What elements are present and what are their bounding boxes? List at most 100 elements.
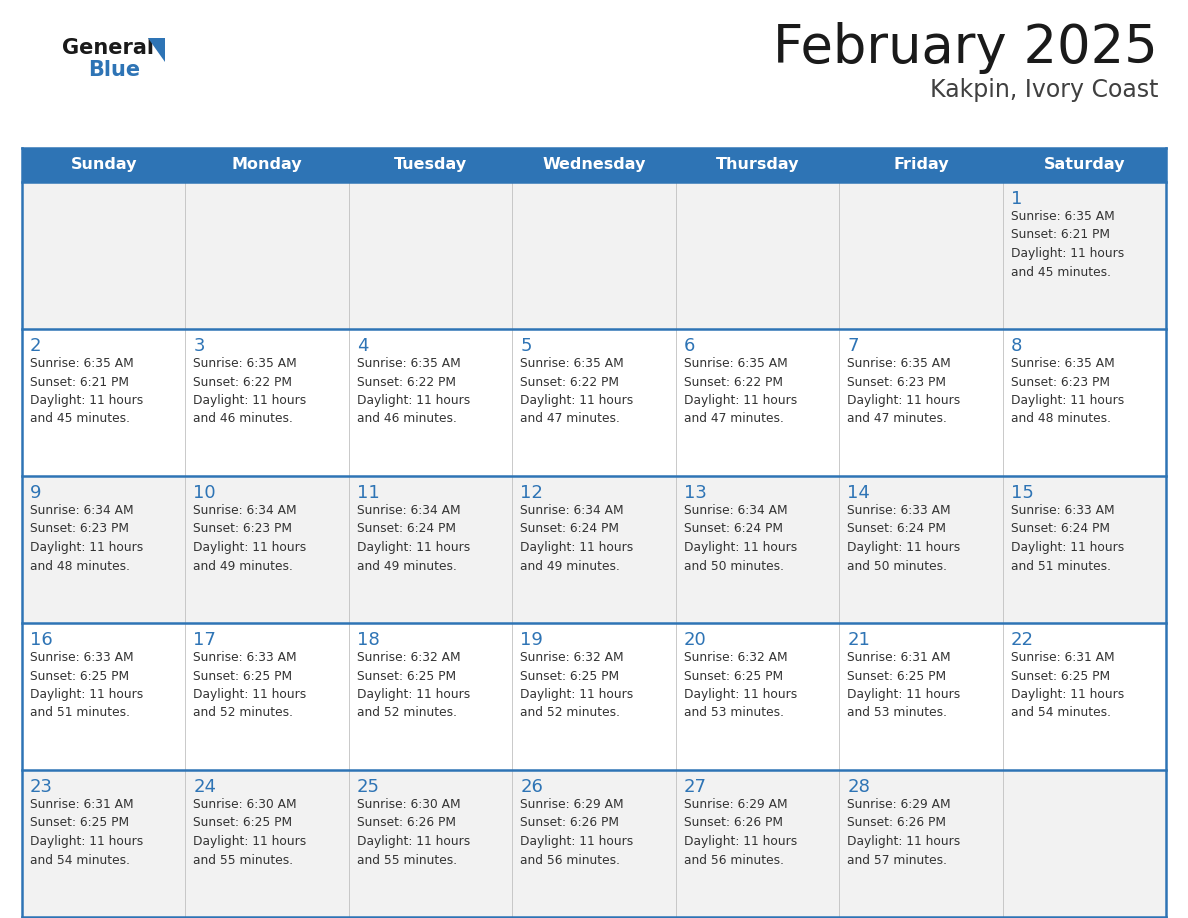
Text: 23: 23 [30, 778, 53, 796]
Text: Daylight: 11 hours: Daylight: 11 hours [520, 835, 633, 848]
Text: Daylight: 11 hours: Daylight: 11 hours [684, 688, 797, 701]
Text: Sunrise: 6:34 AM: Sunrise: 6:34 AM [684, 504, 788, 517]
Bar [23, 623, 1165, 770]
Text: Sunset: 6:26 PM: Sunset: 6:26 PM [520, 816, 619, 830]
Text: Daylight: 11 hours: Daylight: 11 hours [1011, 688, 1124, 701]
Text: Friday: Friday [893, 158, 949, 173]
Text: Tuesday: Tuesday [394, 158, 467, 173]
Text: 2: 2 [30, 337, 42, 355]
Text: 28: 28 [847, 778, 870, 796]
Text: 8: 8 [1011, 337, 1022, 355]
Text: Sunrise: 6:35 AM: Sunrise: 6:35 AM [520, 357, 624, 370]
Text: Daylight: 11 hours: Daylight: 11 hours [1011, 394, 1124, 407]
Text: and 50 minutes.: and 50 minutes. [684, 559, 784, 573]
Text: Sunrise: 6:33 AM: Sunrise: 6:33 AM [847, 504, 950, 517]
Text: Daylight: 11 hours: Daylight: 11 hours [30, 541, 144, 554]
Text: Sunrise: 6:33 AM: Sunrise: 6:33 AM [1011, 504, 1114, 517]
Bar [23, 148, 1165, 182]
Text: Sunday: Sunday [70, 158, 137, 173]
Text: 10: 10 [194, 484, 216, 502]
Text: 25: 25 [356, 778, 380, 796]
Text: 20: 20 [684, 631, 707, 649]
Text: Sunrise: 6:31 AM: Sunrise: 6:31 AM [847, 651, 950, 664]
Text: and 46 minutes.: and 46 minutes. [356, 412, 456, 426]
Text: and 56 minutes.: and 56 minutes. [684, 854, 784, 867]
Text: 5: 5 [520, 337, 532, 355]
Text: Sunset: 6:25 PM: Sunset: 6:25 PM [356, 669, 456, 682]
Text: Sunrise: 6:34 AM: Sunrise: 6:34 AM [30, 504, 133, 517]
Text: and 49 minutes.: and 49 minutes. [356, 559, 456, 573]
Text: 19: 19 [520, 631, 543, 649]
Text: 1: 1 [1011, 190, 1022, 208]
Text: Sunrise: 6:31 AM: Sunrise: 6:31 AM [30, 798, 133, 811]
Text: 6: 6 [684, 337, 695, 355]
Text: Saturday: Saturday [1043, 158, 1125, 173]
Text: Sunset: 6:24 PM: Sunset: 6:24 PM [684, 522, 783, 535]
Text: 16: 16 [30, 631, 52, 649]
Text: and 48 minutes.: and 48 minutes. [1011, 412, 1111, 426]
Text: Sunset: 6:25 PM: Sunset: 6:25 PM [520, 669, 619, 682]
Text: Sunset: 6:25 PM: Sunset: 6:25 PM [30, 669, 129, 682]
Text: Daylight: 11 hours: Daylight: 11 hours [194, 541, 307, 554]
Text: Sunrise: 6:33 AM: Sunrise: 6:33 AM [30, 651, 133, 664]
Text: Sunset: 6:22 PM: Sunset: 6:22 PM [684, 375, 783, 388]
Text: Sunrise: 6:30 AM: Sunrise: 6:30 AM [194, 798, 297, 811]
Text: Daylight: 11 hours: Daylight: 11 hours [847, 688, 960, 701]
Text: Sunrise: 6:29 AM: Sunrise: 6:29 AM [520, 798, 624, 811]
Bar [23, 476, 1165, 623]
Text: Sunset: 6:24 PM: Sunset: 6:24 PM [520, 522, 619, 535]
Text: Daylight: 11 hours: Daylight: 11 hours [30, 394, 144, 407]
Text: Daylight: 11 hours: Daylight: 11 hours [194, 688, 307, 701]
Text: Wednesday: Wednesday [542, 158, 646, 173]
Text: Sunset: 6:21 PM: Sunset: 6:21 PM [30, 375, 129, 388]
Text: Sunset: 6:25 PM: Sunset: 6:25 PM [1011, 669, 1110, 682]
Text: Sunset: 6:25 PM: Sunset: 6:25 PM [684, 669, 783, 682]
Text: Kakpin, Ivory Coast: Kakpin, Ivory Coast [929, 78, 1158, 102]
Text: and 48 minutes.: and 48 minutes. [30, 559, 129, 573]
Text: Sunrise: 6:33 AM: Sunrise: 6:33 AM [194, 651, 297, 664]
Text: Sunset: 6:22 PM: Sunset: 6:22 PM [194, 375, 292, 388]
Text: Sunrise: 6:29 AM: Sunrise: 6:29 AM [684, 798, 788, 811]
Text: February 2025: February 2025 [773, 22, 1158, 74]
Text: Sunrise: 6:32 AM: Sunrise: 6:32 AM [684, 651, 788, 664]
Text: Daylight: 11 hours: Daylight: 11 hours [30, 688, 144, 701]
Text: Sunset: 6:26 PM: Sunset: 6:26 PM [847, 816, 946, 830]
Text: Daylight: 11 hours: Daylight: 11 hours [520, 541, 633, 554]
Text: Sunset: 6:25 PM: Sunset: 6:25 PM [847, 669, 947, 682]
Text: and 54 minutes.: and 54 minutes. [30, 854, 129, 867]
Text: and 51 minutes.: and 51 minutes. [1011, 559, 1111, 573]
Text: Daylight: 11 hours: Daylight: 11 hours [684, 835, 797, 848]
Text: and 47 minutes.: and 47 minutes. [847, 412, 947, 426]
Text: Sunrise: 6:34 AM: Sunrise: 6:34 AM [194, 504, 297, 517]
Text: Daylight: 11 hours: Daylight: 11 hours [520, 688, 633, 701]
Text: 11: 11 [356, 484, 380, 502]
Text: Sunrise: 6:30 AM: Sunrise: 6:30 AM [356, 798, 461, 811]
Text: Sunset: 6:23 PM: Sunset: 6:23 PM [30, 522, 129, 535]
Text: Sunrise: 6:35 AM: Sunrise: 6:35 AM [30, 357, 134, 370]
Text: Blue: Blue [88, 60, 140, 80]
Text: 26: 26 [520, 778, 543, 796]
Text: Daylight: 11 hours: Daylight: 11 hours [684, 541, 797, 554]
Text: Sunset: 6:21 PM: Sunset: 6:21 PM [1011, 229, 1110, 241]
Text: Sunset: 6:26 PM: Sunset: 6:26 PM [684, 816, 783, 830]
Text: and 54 minutes.: and 54 minutes. [1011, 707, 1111, 720]
Text: 17: 17 [194, 631, 216, 649]
Text: Sunrise: 6:35 AM: Sunrise: 6:35 AM [194, 357, 297, 370]
Text: Sunrise: 6:35 AM: Sunrise: 6:35 AM [1011, 210, 1114, 223]
Text: Sunset: 6:25 PM: Sunset: 6:25 PM [194, 669, 292, 682]
Text: Daylight: 11 hours: Daylight: 11 hours [847, 541, 960, 554]
Text: and 49 minutes.: and 49 minutes. [194, 559, 293, 573]
Text: Sunset: 6:25 PM: Sunset: 6:25 PM [30, 816, 129, 830]
Text: Sunset: 6:23 PM: Sunset: 6:23 PM [194, 522, 292, 535]
Text: 27: 27 [684, 778, 707, 796]
Text: 7: 7 [847, 337, 859, 355]
Text: and 45 minutes.: and 45 minutes. [1011, 265, 1111, 278]
Text: Sunrise: 6:32 AM: Sunrise: 6:32 AM [520, 651, 624, 664]
Text: Sunset: 6:22 PM: Sunset: 6:22 PM [520, 375, 619, 388]
Text: Daylight: 11 hours: Daylight: 11 hours [356, 541, 470, 554]
Text: 15: 15 [1011, 484, 1034, 502]
Text: Daylight: 11 hours: Daylight: 11 hours [30, 835, 144, 848]
Text: Daylight: 11 hours: Daylight: 11 hours [847, 394, 960, 407]
Text: 13: 13 [684, 484, 707, 502]
Text: and 55 minutes.: and 55 minutes. [356, 854, 457, 867]
